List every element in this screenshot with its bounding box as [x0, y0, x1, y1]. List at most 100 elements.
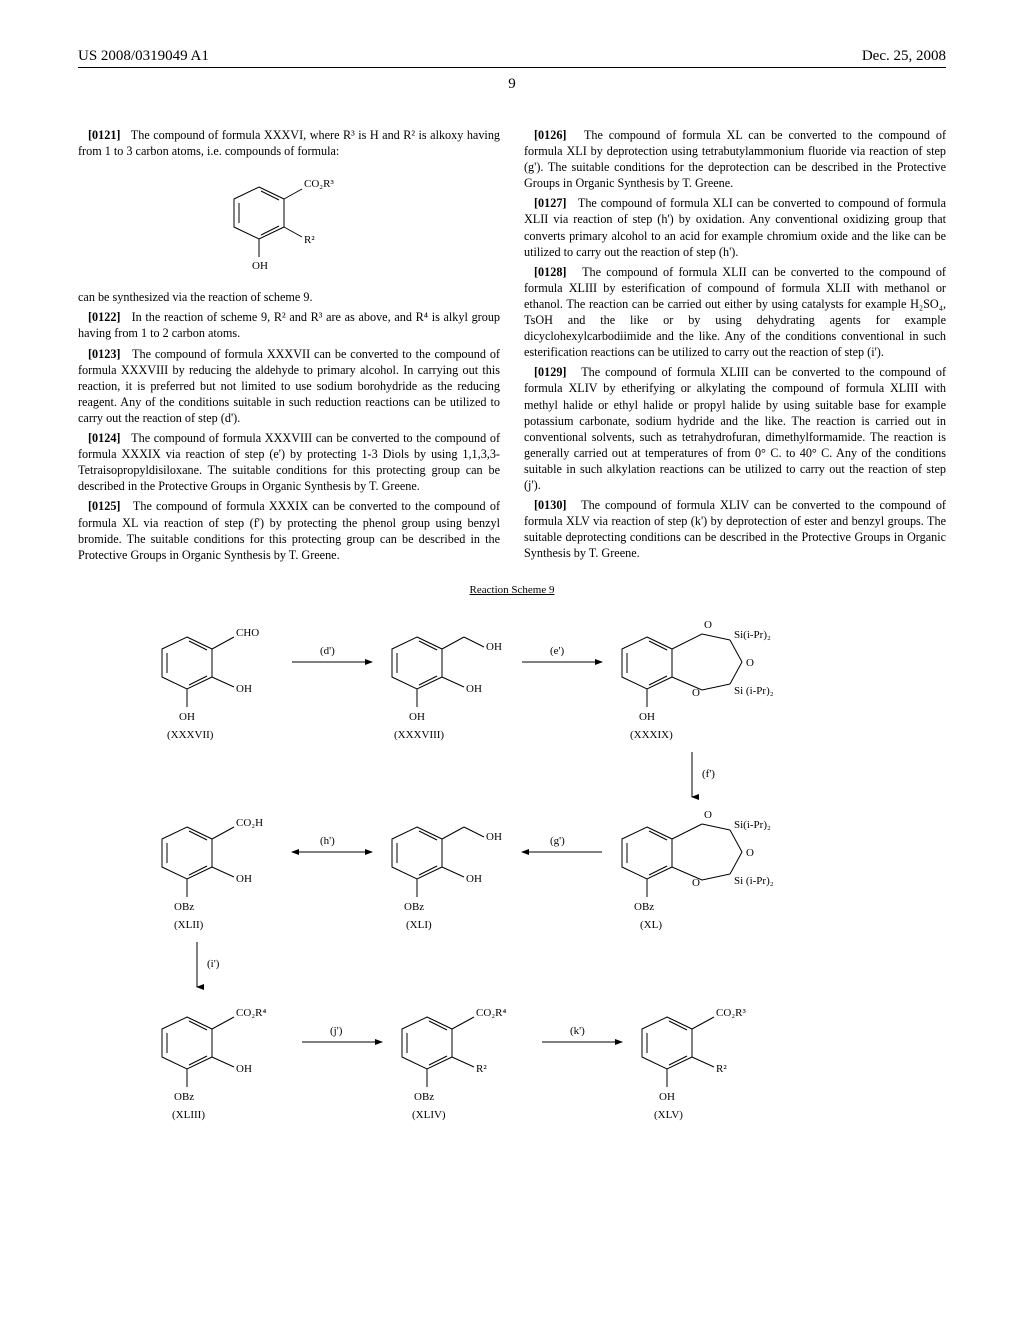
para-0121-after: can be synthesized via the reaction of s… — [78, 289, 500, 305]
patent-page: US 2008/0319049 A1 Dec. 25, 2008 9 [0121… — [0, 0, 1024, 1320]
scheme-svg: CHO OH OH (XXXVII) (d') OH — [102, 602, 922, 1152]
para-0121: [0121] The compound of formula XXXVI, wh… — [78, 127, 500, 159]
para-num: [0127] — [534, 196, 567, 210]
pub-date: Dec. 25, 2008 — [862, 48, 946, 65]
para-text: The compound of formula XLIII can be con… — [524, 365, 946, 492]
svg-text:OH: OH — [466, 873, 482, 885]
mol-xxxvii: CHO OH OH (XXXVII) — [162, 627, 259, 741]
svg-text:Si(i-Pr)₂: Si(i-Pr)₂ — [734, 629, 771, 641]
svg-text:OH: OH — [639, 711, 655, 723]
para-num: [0128] — [534, 265, 567, 279]
svg-text:(i'): (i') — [207, 958, 220, 970]
svg-text:(XL): (XL) — [640, 919, 662, 931]
mol-xli: OH OH OBz (XLI) — [392, 827, 502, 931]
svg-text:(XLIII): (XLIII) — [172, 1109, 205, 1121]
svg-text:(e'): (e') — [550, 645, 565, 657]
para-num: [0126] — [534, 128, 567, 142]
para-text: The compound of formula XLIV can be conv… — [524, 498, 946, 560]
para-text: The compound of formula XLII can be conv… — [524, 265, 946, 359]
svg-text:OBz: OBz — [404, 901, 424, 913]
svg-text:CO₂R⁴: CO₂R⁴ — [476, 1007, 506, 1019]
svg-text:(XXXVIII): (XXXVIII) — [394, 729, 444, 741]
svg-text:(XXXVII): (XXXVII) — [167, 729, 214, 741]
page-header: US 2008/0319049 A1 Dec. 25, 2008 — [78, 48, 946, 68]
sub-oh: OH — [252, 260, 268, 272]
text-columns: [0121] The compound of formula XXXVI, wh… — [78, 127, 946, 566]
page-number: 9 — [78, 76, 946, 93]
svg-text:(d'): (d') — [320, 645, 335, 657]
svg-text:OH: OH — [466, 683, 482, 695]
svg-text:(k'): (k') — [570, 1025, 585, 1037]
svg-text:CO₂H: CO₂H — [236, 817, 263, 829]
para-text: The compound of formula XXXVII can be co… — [78, 347, 500, 425]
para-num: [0121] — [88, 128, 121, 142]
svg-text:O: O — [692, 877, 700, 889]
svg-text:R²: R² — [716, 1063, 727, 1075]
svg-text:OH: OH — [236, 873, 252, 885]
para-text: The compound of formula XXXVI, where R³ … — [78, 128, 500, 158]
svg-text:OBz: OBz — [174, 901, 194, 913]
svg-text:CO₂R³: CO₂R³ — [716, 1007, 746, 1019]
reaction-scheme-9: Reaction Scheme 9 — [78, 584, 946, 1152]
svg-text:O: O — [746, 847, 754, 859]
svg-text:OH: OH — [486, 641, 502, 653]
para-0128: [0128] The compound of formula XLII can … — [524, 264, 946, 361]
para-0123: [0123] The compound of formula XXXVII ca… — [78, 346, 500, 426]
svg-text:OBz: OBz — [414, 1091, 434, 1103]
svg-text:OH: OH — [659, 1091, 675, 1103]
svg-text:OH: OH — [236, 683, 252, 695]
para-text: In the reaction of scheme 9, R² and R³ a… — [78, 310, 500, 340]
svg-text:Si(i-Pr)₂: Si(i-Pr)₂ — [734, 819, 771, 831]
svg-text:(g'): (g') — [550, 835, 565, 847]
mol-xl: O Si(i-Pr)₂ O Si (i-Pr)₂ O OBz (XL) — [622, 809, 774, 931]
svg-text:(XLIV): (XLIV) — [412, 1109, 446, 1121]
para-0125: [0125] The compound of formula XXXIX can… — [78, 498, 500, 562]
svg-text:OH: OH — [236, 1063, 252, 1075]
svg-text:OBz: OBz — [634, 901, 654, 913]
para-text: The compound of formula XLI can be conve… — [524, 196, 946, 258]
svg-text:OBz: OBz — [174, 1091, 194, 1103]
mol-xxxviii: OH OH OH (XXXVIII) — [392, 637, 502, 741]
mol-xlii: CO₂H OH OBz (XLII) — [162, 817, 263, 931]
mol-xliii: CO₂R⁴ OH OBz (XLIII) — [162, 1007, 266, 1121]
mol-xxxix: O Si(i-Pr)₂ O Si (i-Pr)₂ O OH (XXXIX) — [622, 619, 774, 741]
para-0124: [0124] The compound of formula XXXVIII c… — [78, 430, 500, 494]
svg-text:O: O — [692, 687, 700, 699]
svg-text:OH: OH — [179, 711, 195, 723]
para-0129: [0129] The compound of formula XLIII can… — [524, 364, 946, 493]
svg-text:O: O — [746, 657, 754, 669]
mol-xliv: CO₂R⁴ R² OBz (XLIV) — [402, 1007, 506, 1121]
para-text: The compound of formula XXXIX can be con… — [78, 499, 500, 561]
para-text: The compound of formula XL can be conver… — [524, 128, 946, 190]
svg-text:Si (i-Pr)₂: Si (i-Pr)₂ — [734, 685, 774, 697]
svg-text:(XLV): (XLV) — [654, 1109, 683, 1121]
para-0127: [0127] The compound of formula XLI can b… — [524, 195, 946, 259]
svg-text:(XLI): (XLI) — [406, 919, 432, 931]
sub-r2: R² — [304, 234, 315, 246]
svg-text:OH: OH — [409, 711, 425, 723]
para-0122: [0122] In the reaction of scheme 9, R² a… — [78, 309, 500, 341]
para-num: [0130] — [534, 498, 567, 512]
inline-structure: CO₂R³ R² OH — [78, 167, 500, 281]
para-num: [0124] — [88, 431, 121, 445]
svg-text:(XXXIX): (XXXIX) — [630, 729, 673, 741]
svg-text:CHO: CHO — [236, 627, 259, 639]
para-num: [0123] — [88, 347, 121, 361]
svg-text:(h'): (h') — [320, 835, 335, 847]
para-num: [0129] — [534, 365, 567, 379]
para-num: [0125] — [88, 499, 121, 513]
svg-text:O: O — [704, 619, 712, 631]
para-num: [0122] — [88, 310, 121, 324]
para-0126: [0126] The compound of formula XL can be… — [524, 127, 946, 191]
mol-xlv: CO₂R³ R² OH (XLV) — [642, 1007, 746, 1121]
para-0130: [0130] The compound of formula XLIV can … — [524, 497, 946, 561]
svg-text:CO₂R⁴: CO₂R⁴ — [236, 1007, 266, 1019]
pub-number: US 2008/0319049 A1 — [78, 48, 209, 65]
svg-text:(XLII): (XLII) — [174, 919, 204, 931]
svg-text:OH: OH — [486, 831, 502, 843]
sub-co2r3: CO₂R³ — [304, 178, 334, 190]
svg-text:R²: R² — [476, 1063, 487, 1075]
svg-text:Si (i-Pr)₂: Si (i-Pr)₂ — [734, 875, 774, 887]
svg-text:O: O — [704, 809, 712, 821]
svg-text:(j'): (j') — [330, 1025, 343, 1037]
